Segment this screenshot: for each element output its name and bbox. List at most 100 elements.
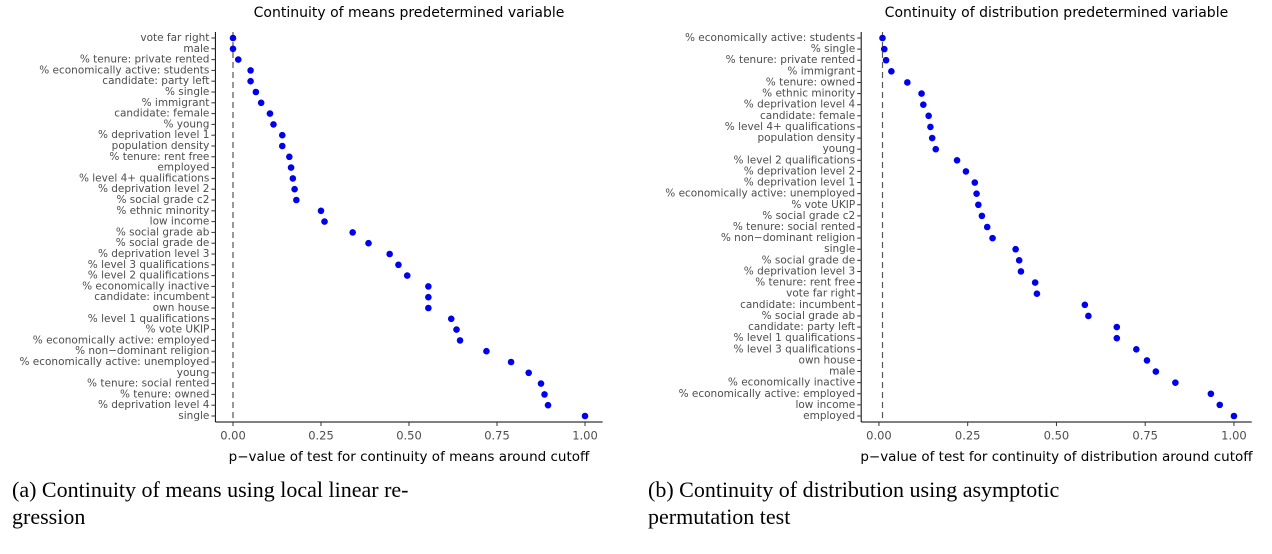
caption: (a) Continuity of means using local line… bbox=[12, 477, 409, 502]
dot bbox=[1113, 323, 1121, 331]
category-label: employed bbox=[157, 162, 209, 174]
category-label: candidate: party left bbox=[748, 321, 855, 333]
x-tick-label: 0.75 bbox=[484, 429, 510, 443]
category-label: candidate: female bbox=[760, 110, 855, 122]
dot bbox=[229, 45, 237, 53]
dot bbox=[287, 164, 295, 171]
chart-title: Continuity of distribution predetermined… bbox=[885, 5, 1229, 21]
category-label: % social grade de bbox=[762, 254, 856, 266]
category-label: % deprivation level 4 bbox=[744, 99, 856, 111]
dot bbox=[581, 412, 589, 420]
dot bbox=[1207, 390, 1215, 398]
dot bbox=[266, 110, 274, 117]
dot bbox=[888, 68, 895, 75]
dot bbox=[507, 358, 515, 366]
dot bbox=[978, 212, 986, 220]
dot bbox=[1216, 401, 1224, 409]
category-label: % immigrant bbox=[787, 65, 855, 77]
x-tick-label: 0.00 bbox=[866, 429, 892, 443]
category-label: % single bbox=[811, 43, 855, 55]
dot bbox=[920, 101, 927, 109]
dot bbox=[425, 293, 432, 301]
caption: gression bbox=[12, 504, 85, 529]
caption: (b) Continuity of distribution using asy… bbox=[648, 477, 1060, 502]
category-label: % economically active: students bbox=[39, 64, 209, 76]
category-label: % economically active: students bbox=[685, 32, 855, 44]
category-label: employed bbox=[803, 410, 855, 422]
dot bbox=[1172, 379, 1179, 386]
category-label: % level 1 qualifications bbox=[88, 313, 210, 325]
category-label: % non−dominant religion bbox=[75, 345, 209, 357]
dot bbox=[537, 380, 545, 387]
dot bbox=[962, 168, 970, 175]
dot bbox=[928, 134, 936, 142]
category-label: young bbox=[823, 143, 856, 155]
category-label: % deprivation level 3 bbox=[98, 248, 209, 260]
x-tick-label: 0.75 bbox=[1132, 429, 1158, 443]
category-label: % vote UKIP bbox=[791, 199, 855, 211]
category-label: candidate: incumbent bbox=[740, 299, 855, 311]
dot bbox=[278, 131, 286, 139]
category-label: % vote UKIP bbox=[146, 324, 210, 336]
dot bbox=[483, 347, 490, 355]
x-axis-label: p−value of test for continuity of means … bbox=[229, 449, 590, 465]
category-label: % non−dominant religion bbox=[721, 232, 855, 244]
dot bbox=[321, 218, 328, 225]
dot bbox=[983, 223, 991, 231]
category-label: vote far right bbox=[786, 288, 855, 300]
dot bbox=[1081, 301, 1089, 309]
dot bbox=[525, 369, 532, 377]
category-label: low income bbox=[150, 216, 210, 228]
dot bbox=[927, 123, 934, 131]
x-tick-label: 0.50 bbox=[1044, 429, 1070, 443]
dot bbox=[403, 272, 411, 279]
dot bbox=[882, 56, 890, 64]
category-label: % young bbox=[163, 118, 209, 130]
category-label: % deprivation level 1 bbox=[98, 129, 209, 141]
dot bbox=[989, 234, 996, 242]
category-label: % level 4+ qualifications bbox=[725, 121, 855, 133]
category-label: % ethnic minority bbox=[116, 205, 209, 217]
category-label: % immigrant bbox=[142, 97, 210, 109]
category-label: % single bbox=[165, 86, 209, 98]
dot bbox=[904, 79, 911, 86]
dot bbox=[425, 304, 432, 312]
category-label: % ethnic minority bbox=[762, 88, 855, 100]
x-axis-label: p−value of test for continuity of distri… bbox=[860, 449, 1253, 465]
dot bbox=[395, 261, 402, 269]
dot bbox=[544, 401, 552, 409]
category-label: % tenure: private rented bbox=[726, 54, 856, 66]
dot bbox=[975, 201, 982, 209]
dot bbox=[1015, 257, 1023, 264]
dot bbox=[973, 190, 980, 197]
category-label: % social grade ab bbox=[116, 226, 210, 238]
dot bbox=[349, 229, 356, 236]
category-label: % deprivation level 1 bbox=[744, 177, 855, 189]
dot bbox=[425, 283, 432, 290]
category-label: % level 1 qualifications bbox=[734, 332, 856, 344]
dot bbox=[1230, 412, 1238, 420]
dot bbox=[925, 112, 932, 120]
category-label: % deprivation level 2 bbox=[98, 183, 209, 195]
dot bbox=[880, 45, 888, 53]
x-tick-label: 0.50 bbox=[396, 429, 422, 443]
category-label: % economically inactive bbox=[82, 280, 209, 292]
category-label: % tenure: private rented bbox=[80, 54, 210, 66]
category-label: % social grade de bbox=[116, 237, 210, 249]
category-label: % economically inactive bbox=[728, 377, 855, 389]
dot bbox=[229, 34, 237, 42]
dot bbox=[918, 90, 925, 97]
dot bbox=[1152, 368, 1160, 375]
dot bbox=[386, 250, 393, 258]
dot bbox=[1085, 312, 1092, 320]
dot bbox=[1012, 245, 1019, 253]
category-label: male bbox=[183, 43, 209, 55]
category-label: % social grade c2 bbox=[116, 194, 209, 206]
x-tick-label: 0.00 bbox=[220, 429, 246, 443]
dot bbox=[1033, 290, 1041, 298]
category-label: % tenure: rent free bbox=[755, 277, 855, 289]
dot bbox=[365, 239, 372, 247]
chart-title: Continuity of means predetermined variab… bbox=[254, 5, 565, 21]
category-label: % social grade ab bbox=[762, 310, 856, 322]
